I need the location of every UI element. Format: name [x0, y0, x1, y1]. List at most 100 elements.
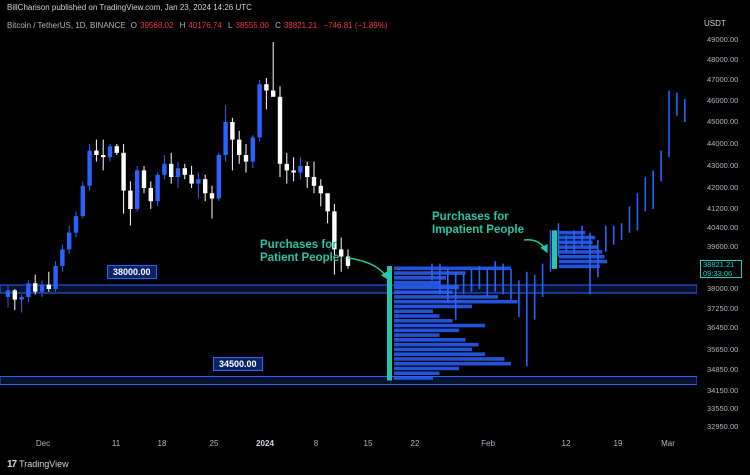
tradingview-logo-icon: 17 — [7, 459, 17, 470]
candle-body — [223, 122, 228, 155]
patient-profile-bar — [394, 338, 466, 342]
patient-profile-bar — [394, 314, 440, 318]
patient-profile-bar — [394, 285, 459, 290]
impatient-profile-bar — [559, 259, 607, 264]
price-tick: 37250.00 — [707, 304, 739, 313]
price-tick: 39600.00 — [707, 242, 739, 251]
candle-body — [33, 283, 38, 292]
close-value: 38821.21 — [283, 21, 318, 30]
patient-profile-bar — [394, 304, 472, 309]
patient-profile-bar — [394, 290, 453, 294]
candle-body — [80, 185, 85, 217]
candle-body — [311, 177, 317, 186]
candle-body — [155, 174, 160, 202]
candle-body — [277, 96, 283, 164]
publish-info: BillCharison published on TradingView.co… — [7, 3, 252, 12]
price-axis[interactable]: 49000.00 48000.00 47000.00 46000.00 45000.00… — [697, 30, 750, 437]
low-label: L — [228, 21, 233, 30]
level-band-34500.00 — [0, 376, 697, 385]
price-tick: 35650.00 — [707, 345, 739, 354]
time-tick: 15 — [363, 439, 373, 448]
level-label: 34500.00 — [213, 356, 263, 371]
candle-body — [291, 170, 296, 173]
open-label: O — [130, 21, 138, 30]
price-tick: 49000.00 — [707, 35, 739, 44]
patient-profile-bar — [394, 299, 518, 304]
candle-body — [216, 155, 221, 199]
impatient-profile-bar — [559, 254, 605, 259]
candle-body — [182, 168, 187, 175]
tradingview-logo[interactable]: 17 TradingView — [7, 459, 69, 470]
candle-body — [141, 170, 147, 188]
candle-body — [135, 170, 140, 209]
candle-body — [26, 283, 31, 297]
candle-body — [60, 249, 65, 266]
candle-body — [189, 174, 194, 184]
time-tick: Mar — [661, 439, 675, 448]
candle-body — [94, 150, 99, 155]
symbol-name: Bitcoin / TetherUS, 1D, BINANCE — [7, 21, 126, 30]
candle-body — [169, 163, 174, 177]
impatient-profile-bar — [559, 250, 603, 254]
candle-body — [196, 179, 201, 184]
price-tick: 44000.00 — [707, 139, 739, 148]
symbol-legend: Bitcoin / TetherUS, 1D, BINANCE O 39568.0… — [7, 21, 391, 30]
level-band-38000.00 — [0, 284, 697, 294]
candle-body — [101, 155, 106, 158]
impatient-profile-bar — [559, 240, 593, 245]
candle-body — [39, 284, 45, 292]
price-tick: 41200.00 — [707, 204, 739, 213]
impatient-profile-bar — [559, 235, 595, 240]
impatient-profile-marker — [552, 230, 557, 269]
candle-body — [209, 193, 215, 199]
high-value: 40176.74 — [188, 21, 222, 30]
candle-body — [298, 166, 303, 173]
candle-body — [332, 211, 337, 250]
patient-profile-bar — [394, 309, 433, 314]
close-label: C — [275, 21, 281, 30]
time-tick: 8 — [313, 439, 319, 448]
price-tick: 46000.00 — [707, 96, 739, 105]
candle-body — [175, 168, 181, 177]
impatient-profile-bar — [559, 264, 600, 269]
annotation-arrow-impatient — [523, 239, 548, 254]
candle-body — [284, 163, 289, 171]
tradingview-brand: TradingView — [19, 459, 69, 469]
price-tick: 32950.00 — [707, 422, 739, 431]
price-tick: 45000.00 — [707, 117, 739, 126]
annotation-patient: Purchases for Patient People — [260, 239, 340, 264]
candle-body — [128, 190, 133, 209]
open-value: 39568.02 — [140, 21, 174, 30]
low-value: 38555.00 — [235, 21, 269, 30]
candle-body — [107, 146, 113, 158]
current-price-marker: 38821.21 09:33:06 — [700, 260, 742, 278]
patient-profile-bar — [394, 366, 459, 371]
price-tick: 48000.00 — [707, 55, 739, 64]
currency-label: USDT — [704, 19, 726, 28]
high-label: H — [179, 21, 186, 30]
patient-profile-bar — [394, 342, 479, 347]
patient-profile-bar — [394, 371, 440, 376]
patient-profile-bar — [394, 295, 498, 299]
patient-profile-bar — [394, 318, 453, 323]
patient-profile-bar — [394, 328, 459, 333]
patient-profile-bar — [394, 271, 466, 275]
time-tick: 18 — [157, 439, 167, 448]
candle-body — [345, 256, 351, 266]
time-tick: 2024 — [256, 439, 274, 448]
price-tick: 47000.00 — [707, 75, 739, 84]
candle-body — [19, 297, 24, 300]
patient-profile-bar — [394, 323, 485, 328]
candle-body — [339, 249, 344, 257]
candle-body — [162, 163, 167, 175]
time-axis[interactable]: Dec 11 18 25 2024 8 15 22 Feb 12 19 Mar — [0, 437, 697, 451]
candle-body — [325, 193, 330, 212]
candle-body — [250, 137, 255, 162]
patient-profile-bar — [394, 276, 446, 280]
time-tick: 11 — [111, 439, 121, 448]
price-chart[interactable] — [0, 30, 697, 437]
patient-profile-bar — [394, 266, 511, 271]
candle-body — [67, 232, 72, 250]
candle-body — [5, 290, 11, 297]
impatient-profile-bar — [559, 245, 598, 249]
